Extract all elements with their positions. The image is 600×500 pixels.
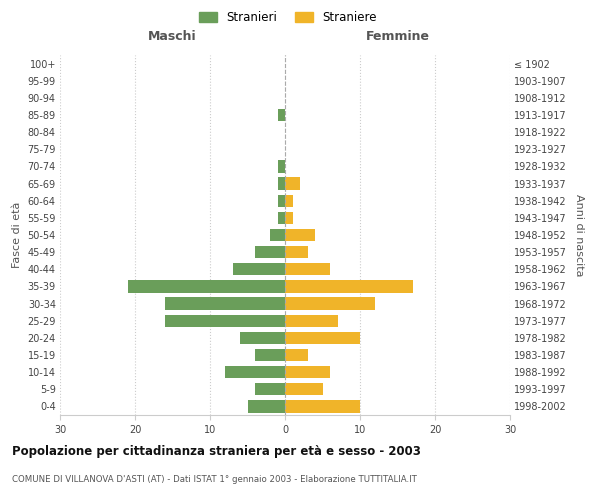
Legend: Stranieri, Straniere: Stranieri, Straniere — [199, 11, 377, 24]
Text: Popolazione per cittadinanza straniera per età e sesso - 2003: Popolazione per cittadinanza straniera p… — [12, 445, 421, 458]
Bar — [128, 280, 285, 292]
Bar — [285, 383, 323, 396]
Bar — [233, 263, 285, 276]
Bar — [248, 400, 285, 412]
Bar — [285, 246, 308, 258]
Bar — [285, 332, 360, 344]
Text: COMUNE DI VILLANOVA D'ASTI (AT) - Dati ISTAT 1° gennaio 2003 - Elaborazione TUTT: COMUNE DI VILLANOVA D'ASTI (AT) - Dati I… — [12, 475, 417, 484]
Text: Femmine: Femmine — [365, 30, 430, 43]
Bar — [165, 314, 285, 327]
Bar — [277, 194, 285, 207]
Bar — [285, 314, 337, 327]
Bar — [240, 332, 285, 344]
Bar — [285, 229, 315, 241]
Bar — [255, 349, 285, 361]
Bar — [277, 212, 285, 224]
Bar — [255, 383, 285, 396]
Bar — [270, 229, 285, 241]
Bar — [285, 298, 375, 310]
Bar — [225, 366, 285, 378]
Bar — [165, 298, 285, 310]
Bar — [285, 212, 293, 224]
Y-axis label: Anni di nascita: Anni di nascita — [574, 194, 584, 276]
Bar — [285, 194, 293, 207]
Bar — [285, 349, 308, 361]
Bar — [285, 400, 360, 412]
Text: Maschi: Maschi — [148, 30, 197, 43]
Bar — [277, 160, 285, 172]
Bar — [277, 178, 285, 190]
Bar — [285, 263, 330, 276]
Bar — [285, 366, 330, 378]
Bar — [285, 178, 300, 190]
Y-axis label: Fasce di età: Fasce di età — [12, 202, 22, 268]
Bar — [285, 280, 413, 292]
Bar — [255, 246, 285, 258]
Bar — [277, 109, 285, 121]
